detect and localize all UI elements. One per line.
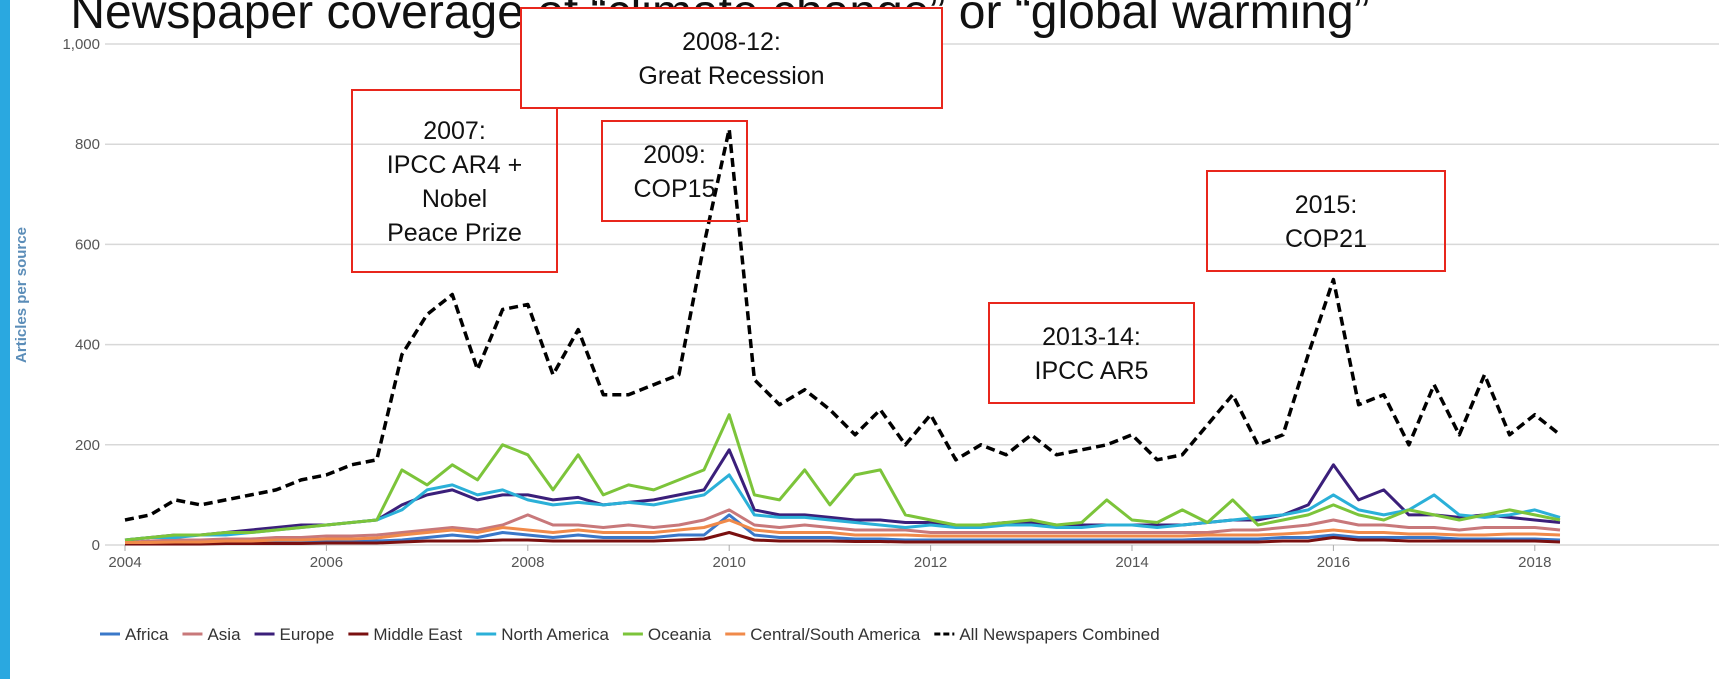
annotation-text: Nobel: [422, 185, 487, 213]
annotation-text: 2007:: [423, 117, 486, 145]
annotation-text: 2015:: [1295, 191, 1358, 219]
annotation-text: Great Recession: [638, 62, 824, 90]
legend-label: Asia: [207, 625, 241, 644]
x-tick-label: 2008: [511, 554, 544, 571]
annotation-text: 2008-12:: [682, 28, 781, 56]
y-tick-label: 400: [75, 337, 100, 354]
annotation-text: Peace Prize: [387, 219, 522, 247]
side-bar: [0, 0, 10, 679]
x-tick-label: 2014: [1115, 554, 1148, 571]
annotation-box: [988, 302, 1195, 404]
annotation-text: 2013-14:: [1042, 323, 1141, 351]
y-tick-label: 600: [75, 236, 100, 253]
annotation-text: 2009:: [643, 141, 706, 169]
annotation: 2015: COP21: [1206, 170, 1446, 272]
annotation-box: [1206, 170, 1446, 272]
series-line: [124, 127, 1562, 522]
y-tick-label: 800: [75, 136, 100, 153]
x-tick-label: 2004: [108, 554, 141, 571]
legend-label: Middle East: [373, 625, 462, 644]
annotation-box: [351, 89, 558, 273]
y-tick-label: 200: [75, 437, 100, 454]
legend-label: All Newspapers Combined: [959, 625, 1159, 644]
annotation-box: [520, 7, 943, 109]
legend-label: Central/South America: [750, 625, 921, 644]
legend-label: North America: [501, 625, 609, 644]
annotation: 2007: IPCC AR4 + Nobel Peace Prize: [351, 89, 558, 273]
x-tick-label: 2012: [914, 554, 947, 571]
legend-label: Africa: [125, 625, 169, 644]
annotation-text: IPCC AR4 +: [387, 151, 522, 179]
annotation: 2008-12: Great Recession: [520, 7, 943, 109]
y-tick-label: 1,000: [62, 36, 100, 53]
annotation-box: [601, 120, 748, 222]
series-line: [125, 518, 1561, 544]
x-tick-label: 2016: [1317, 554, 1350, 571]
y-axis-label: Articles per source: [13, 227, 30, 363]
series-line: [124, 448, 1561, 542]
y-tick-label: 0: [92, 537, 100, 554]
legend-label: Oceania: [648, 625, 712, 644]
series-line: [125, 513, 1561, 545]
legend-label: Europe: [280, 625, 335, 644]
annotation: 2013-14: IPCC AR5: [988, 302, 1195, 404]
x-tick-label: 2010: [713, 554, 746, 571]
annotation: 2009: COP15: [601, 120, 748, 222]
x-tick-label: 2006: [310, 554, 343, 571]
annotation-text: COP21: [1285, 225, 1367, 253]
annotation-text: IPCC AR5: [1035, 357, 1149, 385]
series-line: [124, 413, 1561, 542]
series-line: [124, 508, 1561, 544]
series-line: [125, 531, 1561, 546]
x-tick-label: 2018: [1518, 554, 1551, 571]
annotation-text: COP15: [634, 175, 716, 203]
